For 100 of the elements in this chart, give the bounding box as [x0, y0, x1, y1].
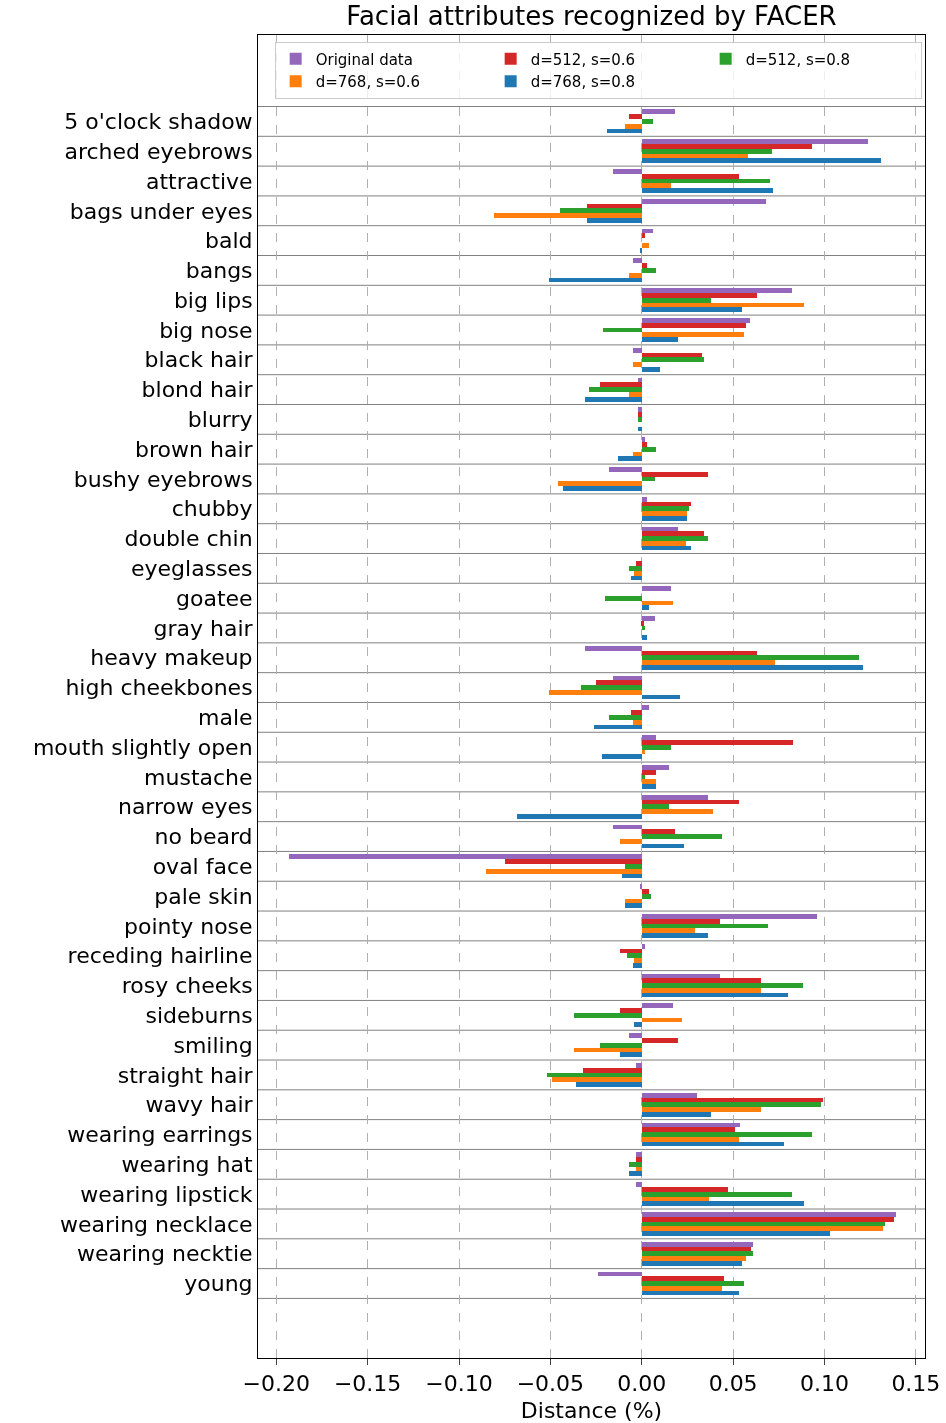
y-tick-label: mustache: [144, 764, 253, 790]
bar: [642, 199, 766, 204]
bar: [585, 397, 642, 402]
y-tick-label: rosy cheeks: [121, 973, 253, 999]
y-tick-label: straight hair: [117, 1062, 254, 1088]
legend-label: d=512, s=0.8: [745, 50, 851, 69]
bar: [642, 442, 647, 447]
bar: [594, 725, 642, 729]
bar: [636, 1182, 642, 1187]
bar: [605, 596, 642, 601]
bar: [642, 784, 656, 789]
bar: [642, 139, 868, 144]
bar: [598, 1272, 642, 1276]
y-tick-label: wavy hair: [145, 1092, 254, 1118]
bar: [642, 447, 656, 452]
bar: [642, 829, 675, 834]
y-tick-label: black hair: [144, 347, 254, 373]
bar: [642, 800, 739, 804]
bar: [642, 775, 645, 779]
bar: [642, 303, 804, 307]
bar: [642, 1137, 739, 1142]
bar: [563, 486, 642, 491]
bar: [629, 1162, 642, 1167]
y-tick-label: wearing hat: [121, 1152, 253, 1178]
bar: [581, 685, 642, 690]
bar: [642, 183, 671, 188]
bar: [642, 1187, 728, 1192]
bar: [547, 1073, 642, 1077]
bar: [642, 1217, 894, 1222]
bar: [638, 427, 642, 431]
bar: [620, 949, 642, 953]
bar: [625, 903, 642, 908]
bar: [642, 531, 704, 536]
bar: [642, 502, 691, 506]
y-tick-label: mouth slightly open: [32, 734, 253, 760]
bar: [629, 1171, 642, 1176]
bar: [642, 318, 750, 323]
x-tick-label: 0.10: [800, 1371, 849, 1397]
y-tick-label: gray hair: [153, 615, 254, 641]
bar: [609, 715, 642, 720]
y-tick-label: bags under eyes: [69, 198, 253, 224]
y-tick-label: young: [184, 1271, 253, 1297]
y-tick-label: big nose: [159, 317, 253, 343]
y-tick-label: bushy eyebrows: [73, 466, 253, 492]
x-tick-label: −0.20: [242, 1371, 310, 1397]
y-tick-label: bangs: [185, 258, 253, 284]
bar: [638, 407, 642, 412]
y-tick-label: sideburns: [145, 1003, 253, 1029]
bar: [613, 676, 642, 680]
bar: [642, 834, 722, 839]
y-tick-label: goatee: [175, 585, 253, 611]
bar: [642, 179, 770, 183]
bar: [574, 1048, 642, 1052]
y-tick-label: pointy nose: [124, 913, 253, 939]
bar: [642, 809, 713, 814]
y-tick-label: wearing necklace: [59, 1211, 253, 1237]
bar: [642, 144, 812, 149]
bar: [642, 541, 686, 546]
bar: [636, 1157, 642, 1162]
bar: [642, 506, 689, 511]
x-tick-label: 0.00: [617, 1371, 667, 1397]
bar: [629, 114, 642, 119]
bar: [638, 417, 642, 422]
bar: [642, 779, 656, 784]
y-tick-label: smiling: [173, 1032, 253, 1058]
bar: [642, 243, 649, 248]
bar: [642, 894, 651, 899]
bar: [642, 154, 748, 158]
bar: [642, 367, 660, 372]
bar: [613, 169, 642, 174]
bar: [618, 456, 642, 461]
x-tick-label: −0.05: [516, 1371, 585, 1397]
bar: [642, 1222, 885, 1226]
chart-title: Facial attributes recognized by FACER: [346, 1, 837, 32]
bar: [620, 1008, 642, 1013]
bar: [587, 204, 642, 208]
bar: [607, 129, 642, 133]
y-tick-label: wearing necktie: [76, 1241, 253, 1267]
bar: [642, 740, 793, 745]
bar: [600, 1043, 642, 1048]
bar: [642, 353, 702, 357]
bar: [627, 953, 642, 958]
x-tick-label: −0.15: [333, 1371, 402, 1397]
bar: [289, 854, 642, 859]
bar: [642, 119, 653, 124]
bar: [642, 765, 669, 770]
bar: [636, 1167, 642, 1171]
bar: [642, 1212, 896, 1217]
bar: [633, 258, 642, 263]
bar: [634, 958, 642, 963]
bar: [642, 928, 695, 933]
bar: [620, 839, 642, 844]
bar: [642, 293, 757, 298]
y-tick-label: big lips: [173, 287, 253, 313]
bar: [494, 213, 642, 218]
bar: [602, 754, 642, 759]
bar: [585, 646, 642, 651]
bar: [642, 889, 649, 894]
x-tick-label: −0.10: [425, 1371, 493, 1397]
bar: [642, 745, 671, 750]
